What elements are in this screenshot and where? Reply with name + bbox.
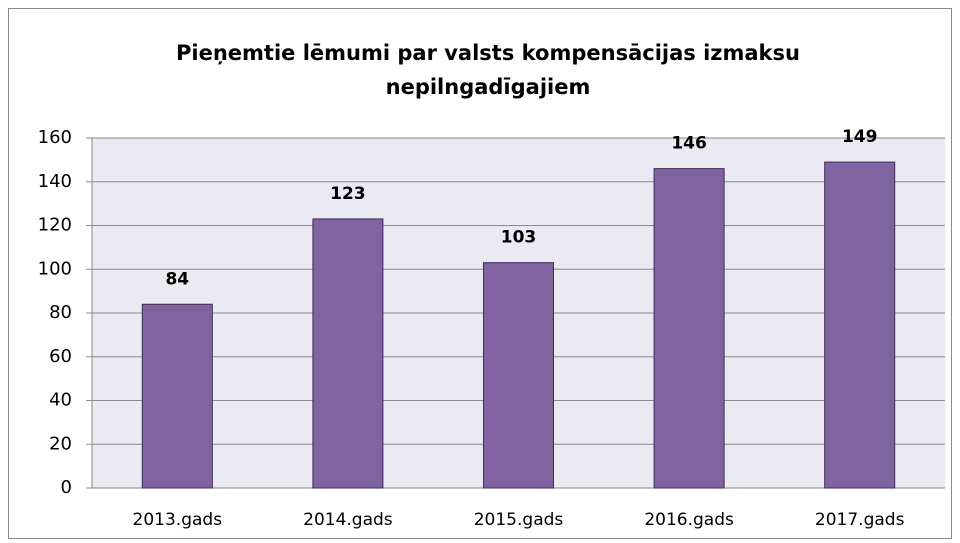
y-tick-label: 60 [49, 346, 72, 367]
value-label: 84 [165, 269, 189, 289]
value-label: 146 [671, 134, 707, 154]
bar [653, 168, 725, 489]
x-tick-label: 2017.gads [815, 510, 905, 530]
value-label: 149 [842, 127, 878, 147]
y-tick-label: 20 [49, 433, 72, 454]
x-tick-label: 2013.gads [133, 510, 223, 530]
x-tick-label: 2015.gads [474, 510, 564, 530]
y-tick-label: 80 [49, 302, 72, 323]
y-tick-label: 140 [38, 171, 72, 192]
bar [483, 262, 554, 489]
chart-title: Pieņemtie lēmumi par valsts kompensācija… [176, 41, 800, 99]
x-tick-label: 2016.gads [644, 510, 734, 530]
value-label: 103 [501, 228, 537, 248]
x-tick-label: 2014.gads [303, 510, 393, 530]
y-tick-label: 120 [38, 215, 72, 236]
y-tick-label: 0 [61, 477, 72, 498]
y-tick-label: 40 [49, 390, 72, 411]
bar [312, 218, 384, 489]
bar [824, 161, 896, 489]
value-label: 123 [330, 184, 366, 204]
y-tick-label: 160 [38, 127, 72, 148]
bar [141, 303, 213, 489]
y-tick-label: 100 [38, 258, 72, 279]
